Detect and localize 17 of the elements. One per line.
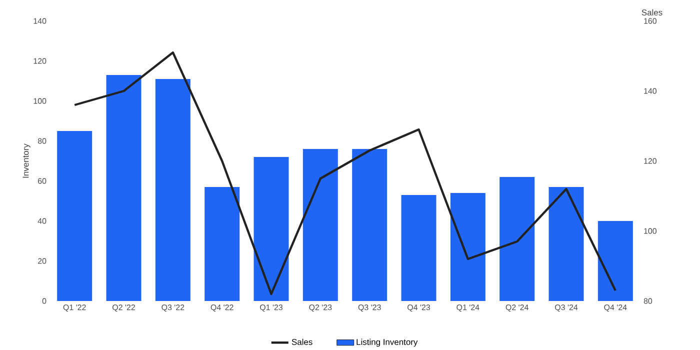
legend-label: Sales: [292, 338, 312, 345]
bar: [204, 186, 240, 301]
y-axis-title: Inventory: [22, 143, 30, 178]
y2-axis-title: Sales: [642, 9, 662, 16]
bar: [598, 220, 633, 301]
legend-label: Listing Inventory: [356, 338, 418, 346]
bar: [57, 130, 92, 301]
bar: [548, 186, 584, 301]
bar: [302, 148, 338, 301]
line-series: [74, 51, 617, 295]
bar: [155, 78, 190, 301]
bar: [352, 148, 388, 301]
bar: [500, 176, 535, 301]
bar: [254, 156, 289, 301]
bar: [450, 192, 486, 301]
bar: [106, 74, 142, 301]
bar: [401, 194, 436, 301]
